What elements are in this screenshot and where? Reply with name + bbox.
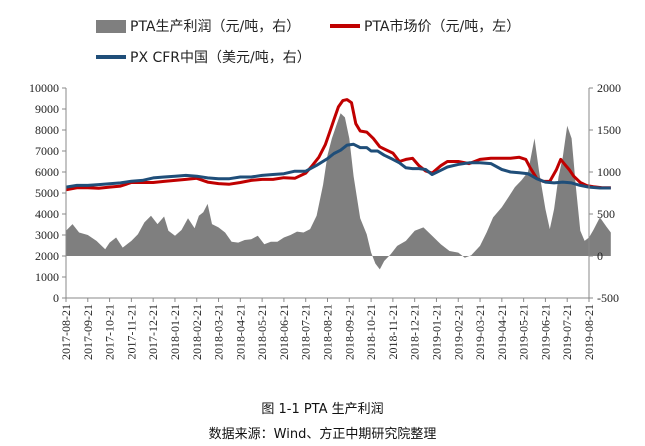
x-tick-label: 2019-08-21	[582, 304, 596, 360]
x-tick-label: 2018-01-21	[168, 304, 182, 360]
series-px-line	[65, 142, 611, 190]
x-tick-label: 2019-05-21	[517, 304, 531, 360]
plot-area	[65, 98, 611, 270]
x-tick-label: 2019-02-21	[451, 304, 465, 360]
left-tick-label: 5000	[35, 186, 59, 200]
chart-legend: PTA生产利润（元/吨，右） PTA市场价（元/吨，左） PX CFR中国（美元…	[96, 18, 520, 66]
right-tick-label: 0	[597, 249, 603, 263]
x-tick-label: 2017-11-21	[124, 304, 138, 360]
left-tick-label: 9000	[35, 102, 59, 116]
legend-label-profit: PTA生产利润（元/吨，右）	[130, 19, 300, 35]
left-tick-label: 0	[53, 291, 59, 305]
x-tick-label: 2017-09-21	[81, 304, 95, 360]
figure-caption: 图 1-1 PTA 生产利润	[261, 402, 384, 417]
left-tick-label: 6000	[35, 165, 59, 179]
x-tick-label: 2018-02-21	[190, 304, 204, 360]
left-tick-label: 1000	[35, 270, 59, 284]
x-tick-label: 2018-12-21	[408, 304, 422, 360]
legend-label-px: PX CFR中国（美元/吨，右）	[130, 50, 311, 66]
x-tick-label: 2018-04-21	[233, 304, 247, 360]
right-tick-label: 500	[597, 207, 615, 221]
left-tick-label: 7000	[35, 144, 59, 158]
x-tick-label: 2018-08-21	[321, 304, 335, 360]
x-tick-label: 2017-10-21	[103, 304, 117, 360]
left-tick-label: 3000	[35, 228, 59, 242]
chart-axes: 0100020003000400050006000700080009000100…	[29, 81, 621, 360]
x-tick-label: 2019-01-21	[429, 304, 443, 360]
x-tick-label: 2017-08-21	[59, 304, 73, 360]
series-profit-area	[66, 113, 611, 270]
x-tick-label: 2019-04-21	[495, 304, 509, 360]
x-tick-label: 2019-03-21	[473, 304, 487, 360]
right-tick-label: -500	[597, 291, 619, 305]
right-tick-label: 1500	[597, 123, 621, 137]
x-tick-label: 2018-10-21	[364, 304, 378, 360]
x-tick-label: 2018-07-21	[299, 304, 313, 360]
x-tick-label: 2019-07-21	[560, 304, 574, 360]
x-tick-label: 2018-03-21	[212, 304, 226, 360]
x-tick-label: 2019-06-21	[538, 304, 552, 360]
right-tick-label: 1000	[597, 165, 621, 179]
left-tick-label: 2000	[35, 249, 59, 263]
x-tick-label: 2018-05-21	[255, 304, 269, 360]
x-tick-label: 2017-12-21	[146, 304, 160, 360]
x-tick-label: 2018-09-21	[342, 304, 356, 360]
data-source-note: 数据来源：Wind、方正中期研究院整理	[208, 427, 437, 442]
pta-profit-chart: PTA生产利润（元/吨，右） PTA市场价（元/吨，左） PX CFR中国（美元…	[29, 18, 621, 360]
legend-swatch-profit	[96, 20, 126, 33]
legend-label-pta: PTA市场价（元/吨，左）	[364, 18, 520, 35]
left-tick-label: 10000	[29, 81, 59, 95]
right-tick-label: 2000	[597, 81, 621, 95]
x-tick-label: 2018-11-21	[386, 304, 400, 360]
left-tick-label: 8000	[35, 123, 59, 137]
left-tick-label: 4000	[35, 207, 59, 221]
x-tick-label: 2018-06-21	[277, 304, 291, 360]
